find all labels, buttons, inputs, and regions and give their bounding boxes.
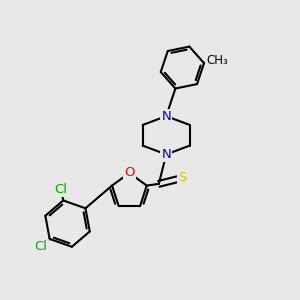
- Text: O: O: [124, 167, 135, 179]
- Text: Cl: Cl: [55, 183, 68, 196]
- Text: N: N: [161, 148, 171, 161]
- Text: Cl: Cl: [34, 240, 48, 253]
- Text: N: N: [161, 110, 171, 123]
- Text: S: S: [178, 172, 187, 184]
- Text: CH₃: CH₃: [206, 54, 228, 67]
